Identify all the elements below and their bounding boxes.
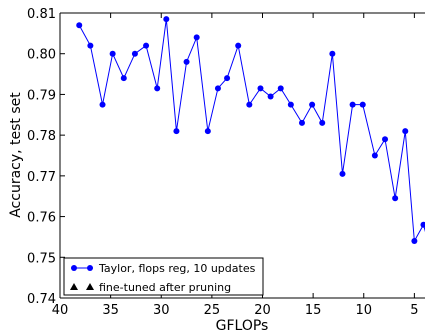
series-layer bbox=[76, 16, 425, 244]
axis-ticks bbox=[59, 12, 415, 299]
legend-entry-series-1: fine-tuned after pruning bbox=[70, 281, 231, 294]
data-point-series-0-17 bbox=[257, 85, 264, 92]
x-tick-label-0: 40 bbox=[52, 303, 69, 318]
data-point-series-0-29 bbox=[382, 136, 389, 143]
data-point-series-0-26 bbox=[349, 101, 356, 108]
data-point-series-0-21 bbox=[298, 119, 305, 126]
data-point-series-0-18 bbox=[267, 93, 274, 100]
x-tick-label-3: 25 bbox=[204, 303, 221, 318]
y-tick-label-5: 0.79 bbox=[27, 88, 56, 103]
y-tick-label-6: 0.80 bbox=[27, 48, 56, 63]
data-point-series-0-16 bbox=[246, 101, 253, 108]
legend-box bbox=[63, 257, 264, 296]
data-point-series-0-4 bbox=[120, 75, 127, 82]
y-tick-label-1: 0.75 bbox=[27, 251, 56, 266]
legend-label-series-0: Taylor, flops reg, 10 updates bbox=[98, 262, 256, 275]
data-point-series-0-22 bbox=[309, 101, 316, 108]
data-point-series-0-1 bbox=[87, 42, 94, 49]
data-point-series-0-11 bbox=[193, 34, 200, 41]
data-point-series-0-23 bbox=[319, 119, 326, 126]
y-tick-label-2: 0.76 bbox=[27, 211, 56, 226]
x-axis-label: GFLOPs bbox=[216, 318, 269, 334]
data-point-series-0-5 bbox=[131, 50, 138, 57]
data-point-series-0-2 bbox=[99, 101, 106, 108]
data-point-series-0-10 bbox=[183, 58, 190, 65]
data-point-series-0-27 bbox=[359, 101, 366, 108]
data-point-series-0-8 bbox=[163, 16, 170, 23]
data-point-series-0-3 bbox=[109, 50, 116, 57]
data-point-series-0-25 bbox=[339, 170, 346, 177]
x-tick-label-2: 30 bbox=[153, 303, 170, 318]
legend: Taylor, flops reg, 10 updates fine-tuned… bbox=[63, 257, 264, 296]
data-point-series-0-15 bbox=[235, 42, 242, 49]
y-tick-label-3: 0.77 bbox=[27, 170, 56, 185]
plot-area: fine-tuning bbox=[76, 16, 425, 244]
y-tick-label-4: 0.78 bbox=[27, 129, 56, 144]
legend-marker-series-1b bbox=[86, 283, 94, 290]
data-point-series-0-32 bbox=[411, 238, 418, 244]
legend-label-series-1: fine-tuned after pruning bbox=[99, 281, 231, 294]
legend-marker-series-0b bbox=[87, 265, 93, 271]
y-axis-label: Accuracy, test set bbox=[8, 92, 24, 218]
legend-marker-series-0 bbox=[71, 265, 77, 271]
y-tick-label-0: 0.74 bbox=[27, 292, 56, 307]
data-point-series-0-7 bbox=[154, 85, 161, 92]
axis-tick-labels: 40 35 30 25 20 15 10 5 0.74 0.75 0.76 0.77 0.78 0.79 0… bbox=[27, 7, 418, 318]
data-point-series-0-19 bbox=[277, 85, 284, 92]
data-point-series-0-31 bbox=[402, 128, 409, 135]
data-point-series-0-14 bbox=[224, 75, 231, 82]
data-point-series-0-30 bbox=[392, 195, 399, 202]
x-tick-label-6: 10 bbox=[355, 303, 372, 318]
data-point-series-0-6 bbox=[143, 42, 150, 49]
y-tick-label-7: 0.81 bbox=[27, 7, 56, 22]
data-point-series-0-0 bbox=[76, 22, 83, 29]
x-tick-label-7: 5 bbox=[410, 303, 418, 318]
x-tick-label-1: 35 bbox=[102, 303, 119, 318]
data-point-series-0-13 bbox=[214, 85, 221, 92]
data-point-series-0-12 bbox=[204, 128, 211, 135]
x-tick-label-4: 20 bbox=[254, 303, 271, 318]
legend-entry-series-0: Taylor, flops reg, 10 updates bbox=[71, 262, 256, 275]
data-point-series-0-33 bbox=[420, 221, 425, 228]
x-tick-label-5: 15 bbox=[305, 303, 322, 318]
legend-marker-series-1 bbox=[70, 283, 78, 290]
data-point-series-0-28 bbox=[371, 152, 378, 159]
data-point-series-0-24 bbox=[329, 50, 336, 57]
data-point-series-0-20 bbox=[287, 101, 294, 108]
data-point-series-0-9 bbox=[173, 128, 180, 135]
series-line-0 bbox=[78, 19, 425, 243]
